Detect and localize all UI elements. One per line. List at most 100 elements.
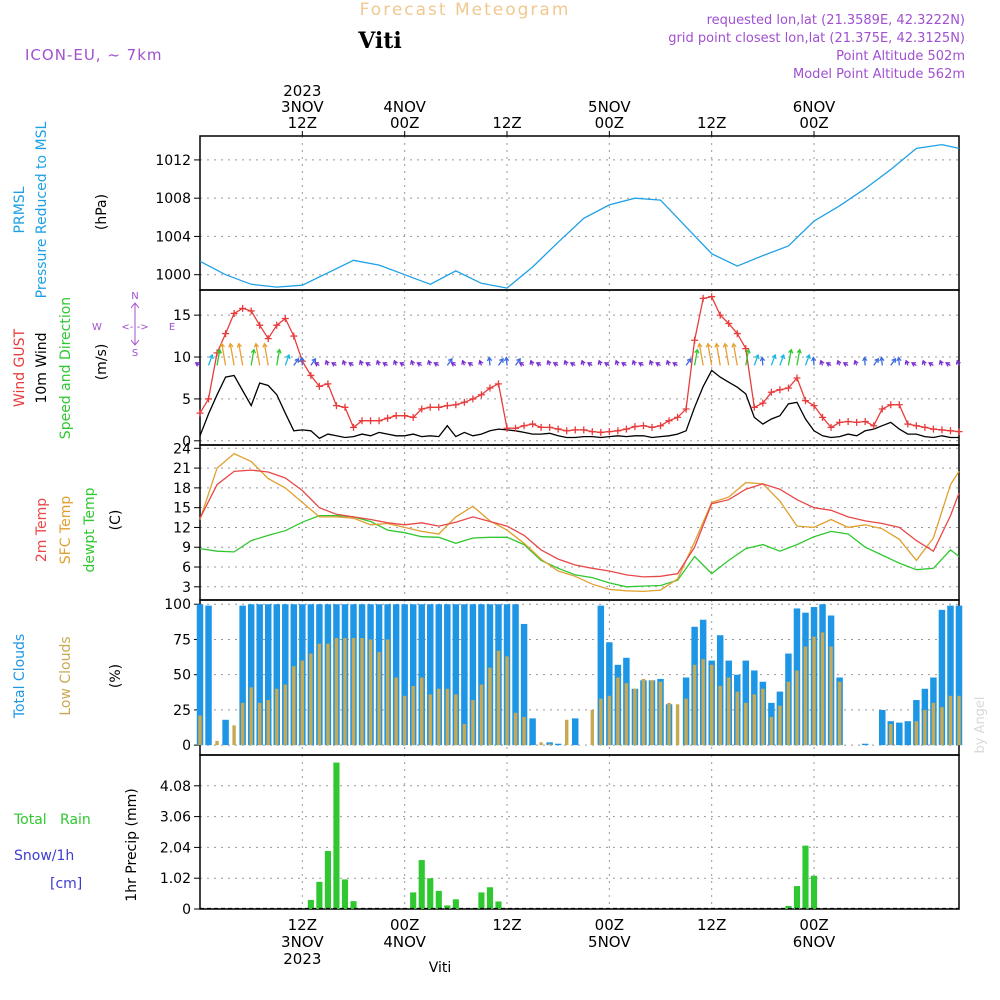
gust-marker [929, 425, 937, 433]
arrow-head [285, 353, 291, 360]
gust-marker [443, 402, 451, 410]
wind-direction-arrow [546, 359, 552, 366]
requested-coords: requested lon,lat (21.3589E, 42.3222N) [707, 13, 965, 28]
arrow-head [614, 359, 620, 365]
prmsl-line [199, 143, 960, 289]
wind-direction-arrow [365, 362, 371, 367]
gust-marker [315, 382, 323, 390]
arrow-head [311, 357, 317, 363]
precip-bar [410, 892, 417, 909]
gust-marker [895, 401, 903, 409]
chart-title: Forecast Meteogram [360, 0, 571, 20]
wind-direction-arrow [921, 359, 927, 366]
wind-direction-arrow [427, 359, 433, 366]
arrow-shaft [207, 354, 213, 366]
low-cloud-bar [420, 677, 424, 746]
low-cloud-bar [778, 705, 782, 746]
gust-marker [537, 423, 545, 431]
arrow-head [516, 357, 521, 363]
wind-direction-arrow [655, 362, 661, 367]
arrow-head [745, 348, 751, 354]
precip-bar [444, 905, 451, 909]
wind-direction-arrow [804, 353, 811, 366]
arrow-head [686, 357, 692, 363]
arrow-shaft [685, 358, 692, 366]
gust-marker [281, 314, 289, 322]
wind-direction-arrow [310, 357, 317, 366]
gust-marker [401, 412, 409, 420]
gust-marker [878, 405, 886, 413]
gust-marker [307, 371, 315, 379]
low-cloud-bar [812, 636, 816, 746]
arrow-head [294, 357, 300, 363]
gust-marker [682, 405, 690, 413]
low-cloud-bar [445, 688, 450, 746]
wind-direction-arrow [586, 362, 593, 367]
low-cloud-bar [889, 724, 893, 746]
wind-direction-arrow [358, 359, 364, 366]
total-cloud-bar [554, 743, 562, 746]
gust-marker [571, 426, 579, 434]
y-tick-label: 0 [182, 434, 191, 450]
wind-direction-arrow [614, 359, 620, 366]
arrow-head [409, 359, 416, 365]
y-tick-label: 10 [173, 350, 191, 366]
y-tick-label: 3.06 [160, 810, 191, 826]
gust-marker [793, 374, 801, 382]
y-tick-label: 5 [182, 392, 191, 408]
wind-direction-arrow [207, 353, 214, 366]
arrow-shaft [515, 358, 521, 366]
arrow-shaft [310, 358, 316, 366]
low-cloud-bar [275, 688, 279, 746]
gust-marker [836, 418, 844, 426]
wind-direction-arrow [753, 353, 760, 366]
gust-marker [614, 427, 622, 435]
gust-marker [946, 427, 954, 435]
arrow-shaft [787, 349, 792, 366]
arrow-head [722, 342, 729, 348]
arrow-shaft [897, 357, 900, 366]
y-tick-label: 25 [173, 703, 191, 719]
gust-marker [264, 335, 272, 343]
top-time-label: 2023 [283, 82, 321, 100]
low-cloud-bar [343, 638, 347, 746]
wind-direction-arrow [409, 359, 416, 366]
total-cloud-bar [938, 609, 946, 746]
wind-speed-line [199, 369, 959, 440]
arrow-head [535, 362, 541, 367]
wind-direction-arrow [569, 362, 576, 367]
gust-marker [469, 395, 477, 403]
wind-direction-arrow [648, 359, 654, 366]
total-cloud-bar [947, 605, 954, 746]
arrow-shaft [221, 343, 227, 366]
wind-direction-arrow [416, 362, 423, 367]
arrow-head [314, 362, 320, 367]
dewpoint-line [199, 514, 960, 588]
arrow-head [586, 362, 592, 367]
wind-direction-arrow [515, 357, 521, 366]
y-tick-label: 6 [182, 560, 191, 576]
arrow-head [433, 362, 439, 367]
gust-marker [392, 412, 400, 420]
low-cloud-bar [820, 632, 825, 746]
wind-direction-arrow [685, 357, 692, 366]
arrow-head [447, 357, 453, 363]
gust-marker [494, 380, 502, 388]
precip-bar [316, 881, 323, 909]
wind-direction-arrow [842, 362, 849, 367]
low-cloud-bar [607, 695, 612, 746]
bottom-time-label: 00Z [799, 916, 828, 934]
arrow-head [631, 359, 637, 365]
y-tick-label: 2.04 [160, 840, 191, 856]
direction-label: Speed and Direction [58, 297, 74, 439]
gust-label: Wind GUST [12, 328, 28, 407]
arrow-head [216, 348, 222, 354]
arrow-shaft [732, 343, 738, 366]
arrow-head [780, 353, 786, 360]
low-cloud-bar [505, 656, 509, 746]
arrow-head [228, 342, 234, 348]
low-cloud-bar [240, 702, 245, 746]
total-cloud-bar [247, 604, 255, 746]
arrow-head [392, 359, 399, 365]
gust-marker [819, 413, 827, 421]
